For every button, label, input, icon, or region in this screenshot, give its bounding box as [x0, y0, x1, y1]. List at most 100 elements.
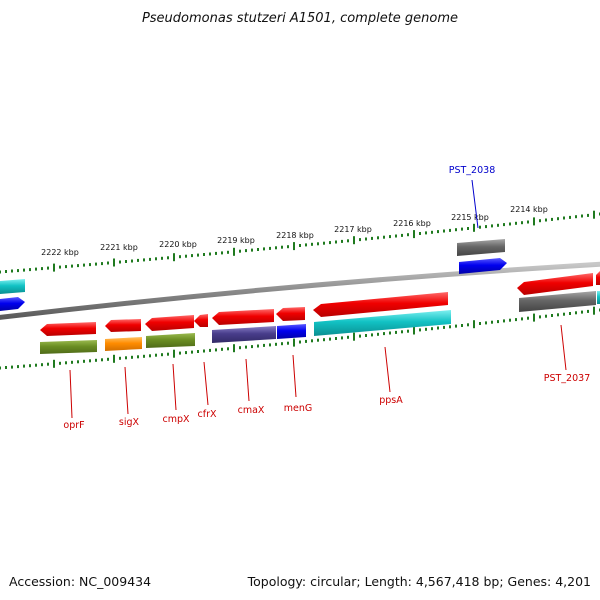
- gene-pst2037-arrow[interactable]: [517, 273, 593, 295]
- lower-track-minor-tick: [401, 330, 403, 334]
- upper-track-minor-tick: [23, 268, 25, 272]
- lower-track-minor-tick: [131, 355, 133, 359]
- gene-label-PST_2037[interactable]: PST_2037: [544, 373, 591, 384]
- gene-blue-edge[interactable]: [0, 297, 25, 311]
- gene-pst2038-blue[interactable]: [459, 258, 507, 274]
- lower-track-minor-tick: [461, 324, 463, 327]
- gene-cmpX-arrow[interactable]: [145, 315, 194, 331]
- upper-track-minor-tick: [197, 253, 199, 257]
- upper-track-minor-tick: [227, 250, 229, 254]
- gene-cmaX-bar[interactable]: [212, 326, 276, 343]
- gene-cmaX-arrow[interactable]: [212, 309, 274, 325]
- gene-label-cfrX[interactable]: cfrX: [198, 409, 217, 420]
- upper-track-major-tick: [293, 242, 295, 251]
- gene-cmpX-bar[interactable]: [146, 333, 195, 348]
- lower-track-minor-tick: [143, 354, 145, 358]
- upper-track-major-tick: [593, 210, 595, 219]
- leader-cmaX: [245, 358, 250, 402]
- gene-edge-red-arrow[interactable]: [596, 271, 600, 285]
- upper-track-major-tick: [533, 217, 535, 226]
- lower-track-minor-tick: [203, 349, 205, 353]
- lower-track-minor-tick: [305, 339, 307, 343]
- gene-ppsA-arrow[interactable]: [313, 292, 448, 317]
- lower-track-minor-tick: [239, 346, 241, 350]
- lower-track-minor-tick: [359, 334, 361, 338]
- lower-track-minor-tick: [263, 343, 265, 347]
- lower-track-minor-tick: [341, 336, 343, 340]
- upper-track-major-tick: [173, 253, 175, 262]
- gene-label-sigX[interactable]: sigX: [119, 417, 140, 428]
- lower-track-minor-tick: [485, 321, 487, 325]
- lower-track-minor-tick: [221, 347, 223, 351]
- upper-track-minor-tick: [191, 254, 193, 258]
- gene-sigX-arrow[interactable]: [105, 319, 141, 332]
- lower-track-minor-tick: [245, 345, 247, 349]
- gene-edge-cyan-bar[interactable]: [597, 291, 600, 304]
- lower-track-minor-tick: [119, 356, 121, 360]
- gene-menG-bar[interactable]: [277, 324, 306, 339]
- gene-label-ppsA[interactable]: ppsA: [379, 395, 403, 406]
- gene-sigX-bar[interactable]: [105, 337, 142, 351]
- upper-track-minor-tick: [485, 225, 487, 229]
- gene-cfrX-arrow[interactable]: [194, 314, 208, 327]
- leader-PST_2037: [560, 324, 567, 371]
- lower-track-minor-tick: [581, 310, 583, 314]
- upper-track-minor-tick: [419, 232, 421, 235]
- lower-track-minor-tick: [371, 333, 373, 337]
- lower-track-minor-tick: [71, 360, 73, 364]
- upper-track-minor-tick: [167, 256, 169, 260]
- scale-label-2219: 2219 kbp: [217, 236, 255, 245]
- lower-track-minor-tick: [467, 323, 469, 327]
- upper-track-minor-tick: [203, 253, 205, 256]
- gene-label-cmaX[interactable]: cmaX: [238, 405, 265, 416]
- lower-track-major-tick: [473, 320, 475, 329]
- lower-track-minor-tick: [443, 325, 445, 329]
- upper-track-minor-tick: [335, 240, 337, 244]
- map-title: Pseudomonas stutzeri A1501, complete gen…: [142, 11, 458, 26]
- lower-track-minor-tick: [377, 332, 379, 336]
- lower-track-minor-tick: [95, 358, 97, 362]
- gene-label-cmpX[interactable]: cmpX: [162, 414, 190, 425]
- upper-track-minor-tick: [47, 266, 49, 270]
- upper-track-minor-tick: [5, 270, 7, 273]
- gene-menG-arrow[interactable]: [276, 307, 305, 321]
- upper-track-minor-tick: [257, 248, 259, 251]
- upper-track-minor-tick: [77, 264, 79, 268]
- lower-track-minor-tick: [521, 317, 523, 321]
- lower-track-minor-tick: [275, 342, 277, 346]
- upper-track-minor-tick: [221, 251, 223, 255]
- gene-oprF-arrow[interactable]: [40, 322, 96, 336]
- lower-track-minor-tick: [419, 328, 421, 332]
- lower-track-minor-tick: [269, 343, 271, 347]
- lower-track-minor-tick: [41, 363, 43, 367]
- gene-pst2038-gray[interactable]: [457, 239, 505, 256]
- gene-pst2037-bar[interactable]: [519, 291, 596, 312]
- upper-track-minor-tick: [125, 260, 127, 263]
- lower-track-minor-tick: [299, 340, 301, 344]
- upper-track-minor-tick: [131, 259, 133, 263]
- lower-track-minor-tick: [47, 362, 49, 366]
- gene-label-oprF[interactable]: oprF: [63, 420, 84, 431]
- gene-label-PST_2038[interactable]: PST_2038: [449, 165, 496, 176]
- topology-text: Topology: circular; Length: 4,567,418 bp…: [247, 574, 591, 589]
- upper-track-minor-tick: [467, 227, 469, 230]
- lower-track-major-tick: [533, 313, 535, 322]
- upper-track-minor-tick: [581, 214, 583, 218]
- gene-oprF-bar[interactable]: [40, 340, 97, 354]
- lower-track-minor-tick: [539, 315, 541, 319]
- gene-ppsA-bar[interactable]: [314, 310, 451, 336]
- lower-track-minor-tick: [179, 351, 181, 355]
- lower-track-minor-tick: [227, 347, 229, 351]
- gene-label-menG[interactable]: menG: [284, 403, 312, 414]
- upper-track-minor-tick: [329, 241, 331, 245]
- lower-track-minor-tick: [287, 341, 289, 345]
- upper-track-minor-tick: [515, 221, 517, 225]
- upper-track-minor-tick: [443, 229, 445, 233]
- lower-track-minor-tick: [383, 332, 385, 336]
- gene-cyan-edge[interactable]: [0, 279, 25, 294]
- lower-track-minor-tick: [575, 311, 577, 315]
- upper-track-minor-tick: [155, 257, 157, 261]
- upper-track-minor-tick: [143, 258, 145, 262]
- lower-track-minor-tick: [347, 335, 349, 339]
- lower-track-minor-tick: [161, 353, 163, 357]
